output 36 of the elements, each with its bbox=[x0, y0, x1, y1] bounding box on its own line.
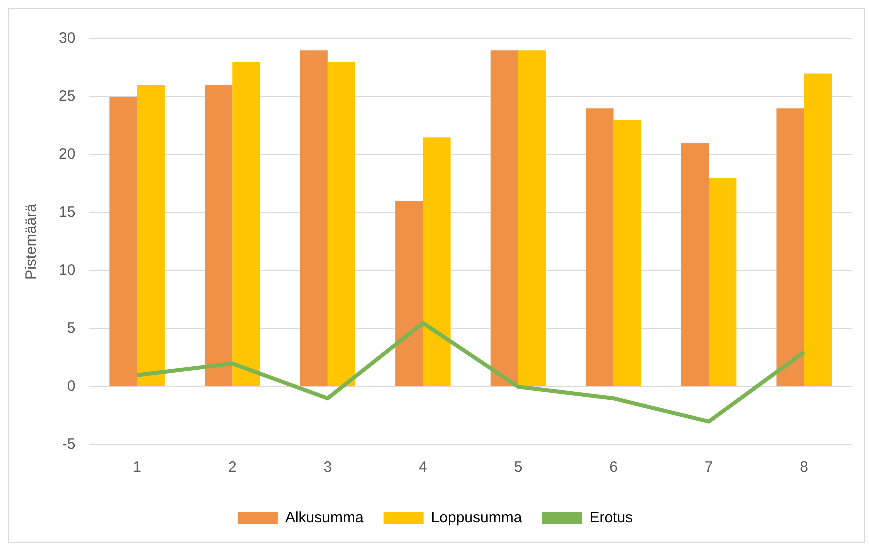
y-tick-label: 5 bbox=[67, 320, 76, 338]
bar bbox=[804, 74, 832, 386]
bar bbox=[423, 138, 451, 386]
y-tick-label: 25 bbox=[58, 88, 76, 106]
bar bbox=[300, 50, 328, 386]
x-tick-label: 7 bbox=[704, 459, 714, 476]
x-tick-label: 4 bbox=[419, 459, 428, 476]
x-tick-label: 3 bbox=[324, 459, 332, 476]
legend-label: Erotus bbox=[590, 510, 634, 527]
bar bbox=[586, 108, 614, 386]
bar bbox=[396, 201, 424, 386]
bar bbox=[110, 97, 138, 386]
x-tick-label: 5 bbox=[514, 459, 523, 476]
bar bbox=[232, 62, 260, 386]
bar bbox=[204, 85, 233, 386]
y-tick-label: 30 bbox=[58, 30, 76, 48]
bar bbox=[490, 50, 518, 386]
y-tick-label: 10 bbox=[58, 262, 76, 280]
bar bbox=[518, 50, 546, 386]
bar bbox=[681, 143, 710, 386]
x-tick-label: 8 bbox=[800, 459, 809, 476]
legend-label: Loppusumma bbox=[431, 510, 523, 527]
y-axis-title: Pistemäärä bbox=[23, 203, 40, 280]
bar bbox=[776, 108, 804, 386]
bar bbox=[614, 120, 642, 386]
x-tick-label: 1 bbox=[133, 459, 142, 476]
bar bbox=[328, 62, 356, 386]
y-tick-label: 0 bbox=[67, 378, 76, 396]
bar bbox=[137, 85, 165, 386]
y-tick-label: 15 bbox=[58, 204, 76, 222]
bar bbox=[709, 178, 737, 386]
x-tick-label: 6 bbox=[610, 459, 618, 476]
y-tick-label: 20 bbox=[58, 146, 76, 164]
y-tick-label: -5 bbox=[62, 436, 76, 454]
legend-label: Alkusumma bbox=[285, 510, 364, 527]
x-tick-label: 2 bbox=[228, 459, 237, 476]
